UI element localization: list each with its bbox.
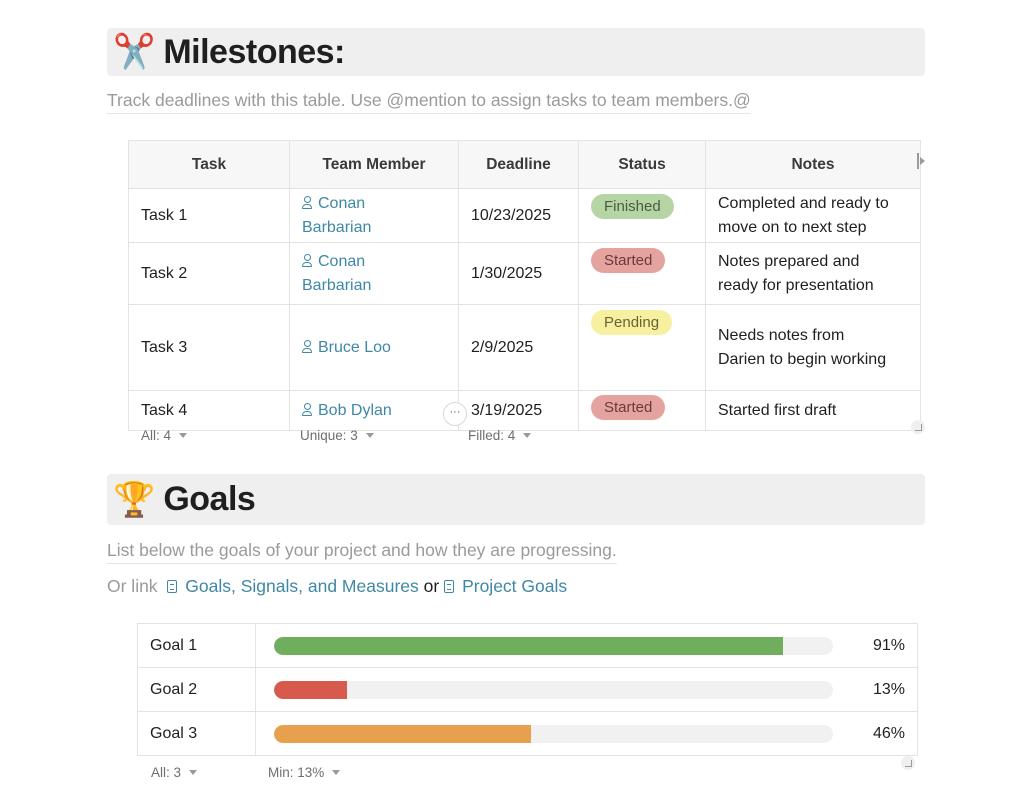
- team-member-cell[interactable]: Bruce Loo: [289, 304, 459, 391]
- table-row: Task 3 Bruce Loo 2/9/2025 Pending Needs …: [128, 304, 921, 391]
- chevron-down-icon: [179, 433, 188, 438]
- member-mention[interactable]: Bruce Loo: [302, 339, 391, 356]
- milestones-table: Task Team Member Deadline Status Notes T…: [128, 140, 921, 431]
- progress-fill: [274, 680, 347, 699]
- project-goals-link[interactable]: Project Goals: [444, 576, 567, 596]
- status-cell[interactable]: Finished: [578, 188, 706, 243]
- status-badge[interactable]: Started: [591, 248, 666, 273]
- progress-track: [274, 636, 833, 655]
- chevron-down-icon: [523, 433, 532, 438]
- or-word: or: [423, 576, 440, 596]
- status-cell[interactable]: Pending: [578, 304, 706, 391]
- goal-progress-cell[interactable]: 46%: [255, 711, 918, 756]
- status-badge[interactable]: Pending: [591, 310, 673, 335]
- team-member-cell[interactable]: Bob Dylan: [289, 390, 459, 431]
- person-icon: [302, 339, 312, 353]
- goals-hint[interactable]: List below the goals of your project and…: [107, 540, 617, 564]
- table-row: Task 4 Bob Dylan 3/19/2025 Started Start…: [128, 390, 921, 431]
- milestones-hint[interactable]: Track deadlines with this table. Use @me…: [107, 90, 751, 114]
- trophy-icon: 🏆: [113, 480, 156, 519]
- goal-name-cell[interactable]: Goal 1: [137, 623, 256, 668]
- person-icon: [302, 402, 312, 416]
- status-badge[interactable]: Started: [591, 395, 666, 420]
- progress-fill: [274, 636, 783, 655]
- status-cell[interactable]: Started: [578, 242, 706, 305]
- column-header-notes[interactable]: Notes: [705, 140, 921, 189]
- table-row: Task 2 Conan Barbarian 1/30/2025 Started …: [128, 242, 921, 305]
- chevron-down-icon: [332, 770, 341, 775]
- goal-name-cell[interactable]: Goal 3: [137, 711, 256, 756]
- task-cell[interactable]: Task 3: [128, 304, 290, 391]
- task-cell[interactable]: Task 2: [128, 242, 290, 305]
- column-header-task[interactable]: Task: [128, 140, 290, 189]
- team-member-cell[interactable]: Conan Barbarian: [289, 188, 459, 243]
- table-row: Task 1 Conan Barbarian 10/23/2025 Finishe…: [128, 188, 921, 243]
- task-cell[interactable]: Task 4: [128, 390, 290, 431]
- person-icon: [302, 253, 312, 267]
- deadline-cell[interactable]: 10/23/2025: [458, 188, 579, 243]
- footer-all-count[interactable]: All: 4: [141, 428, 188, 443]
- notes-cell[interactable]: Needs notes from Darien to begin working: [705, 304, 921, 391]
- goal-row: Goal 2 13%: [137, 667, 918, 712]
- document-icon: [167, 580, 178, 593]
- more-options-button[interactable]: ···: [443, 402, 467, 426]
- goal-progress-cell[interactable]: 91%: [255, 623, 918, 668]
- goals-links-line: Or link Goals, Signals, and Measures or …: [107, 576, 567, 597]
- goals-table: Goal 1 91% Goal 2 13% Goal 3 46%: [137, 623, 918, 756]
- notes-cell[interactable]: Started first draft: [705, 390, 921, 431]
- milestones-title[interactable]: Milestones:: [163, 32, 345, 71]
- table-header-row: Task Team Member Deadline Status Notes: [128, 140, 921, 189]
- progress-track: [274, 680, 833, 699]
- member-mention[interactable]: Conan Barbarian: [302, 252, 372, 294]
- team-member-cell[interactable]: Conan Barbarian: [289, 242, 459, 305]
- progress-percent: 46%: [872, 724, 905, 742]
- notes-cell[interactable]: Completed and ready to move on to next st…: [705, 188, 921, 243]
- chevron-down-icon: [365, 433, 374, 438]
- footer-filled-count[interactable]: Filled: 4: [468, 428, 532, 443]
- chevron-down-icon: [189, 770, 198, 775]
- goal-row: Goal 3 46%: [137, 711, 918, 756]
- member-mention[interactable]: Bob Dylan: [302, 402, 392, 419]
- document-icon: [444, 580, 455, 593]
- scissors-icon: ✂️: [113, 33, 156, 71]
- goals-header: 🏆 Goals: [107, 474, 925, 525]
- progress-fill: [274, 724, 532, 743]
- progress-percent: 91%: [872, 636, 905, 654]
- add-column-icon[interactable]: [916, 153, 925, 169]
- deadline-cell[interactable]: 3/19/2025: [458, 390, 579, 431]
- task-cell[interactable]: Task 1: [128, 188, 290, 243]
- goal-progress-cell[interactable]: 13%: [255, 667, 918, 712]
- goal-row: Goal 1 91%: [137, 623, 918, 668]
- notes-cell[interactable]: Notes prepared and ready for presentation: [705, 242, 921, 305]
- member-mention[interactable]: Conan Barbarian: [302, 194, 372, 236]
- column-header-deadline[interactable]: Deadline: [458, 140, 579, 189]
- status-cell[interactable]: Started: [578, 390, 706, 431]
- column-header-status[interactable]: Status: [578, 140, 706, 189]
- person-icon: [302, 195, 312, 209]
- deadline-cell[interactable]: 2/9/2025: [458, 304, 579, 391]
- or-link-prefix: Or link: [107, 576, 158, 596]
- goals-title[interactable]: Goals: [163, 480, 256, 518]
- goals-table-resize-icon[interactable]: [901, 756, 915, 770]
- progress-percent: 13%: [872, 680, 905, 698]
- progress-track: [274, 724, 833, 743]
- column-header-team-member[interactable]: Team Member: [289, 140, 459, 189]
- goals-footer-all-count[interactable]: All: 3: [151, 765, 198, 780]
- deadline-cell[interactable]: 1/30/2025: [458, 242, 579, 305]
- goals-footer-min[interactable]: Min: 13%: [268, 765, 341, 780]
- footer-unique-count[interactable]: Unique: 3: [300, 428, 374, 443]
- goal-name-cell[interactable]: Goal 2: [137, 667, 256, 712]
- status-badge[interactable]: Finished: [591, 194, 674, 219]
- goals-signals-measures-link[interactable]: Goals, Signals, and Measures: [167, 576, 419, 596]
- milestones-header: ✂️ Milestones:: [107, 28, 925, 76]
- table-resize-icon[interactable]: [911, 420, 925, 434]
